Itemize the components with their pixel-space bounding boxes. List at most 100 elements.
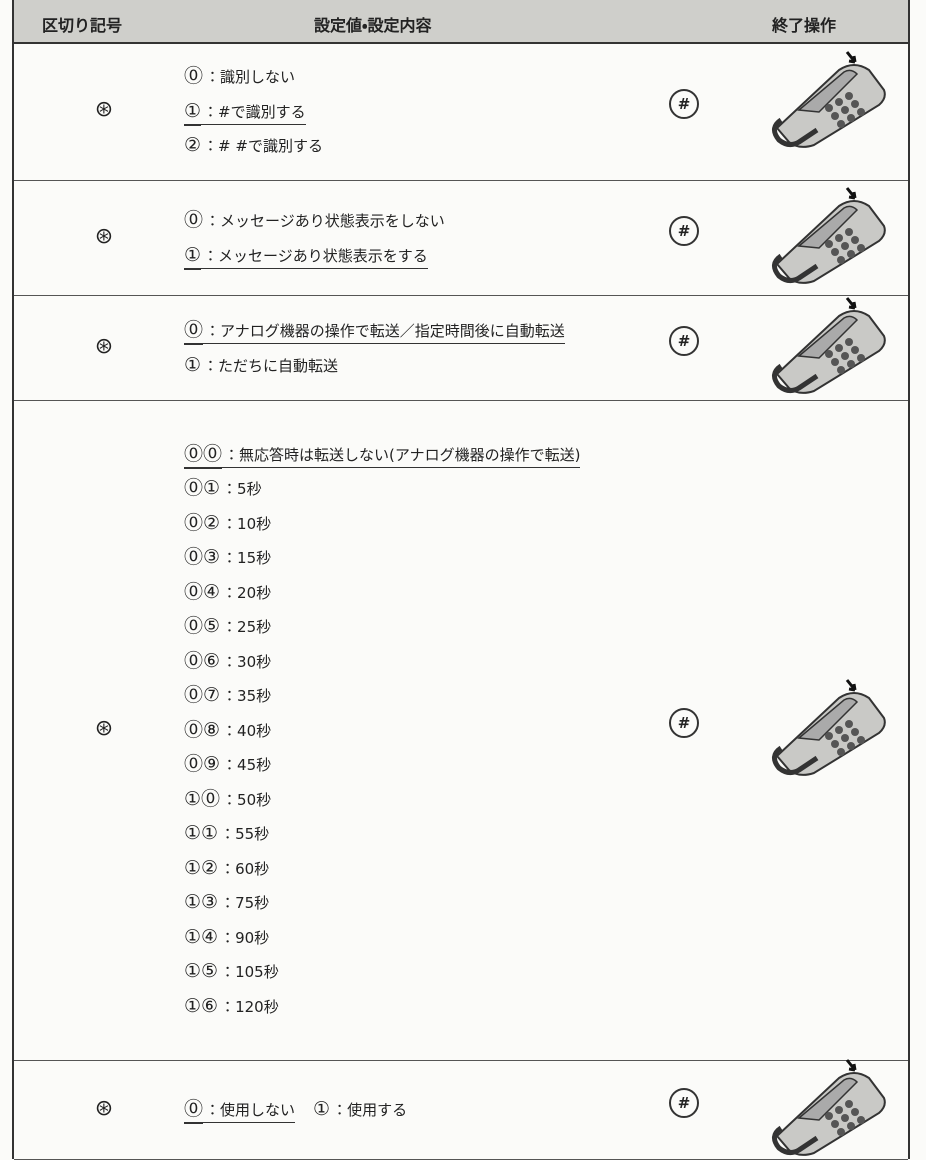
- setting-desc: ：5秒: [222, 480, 262, 499]
- header-separator: 区切り記号: [42, 16, 123, 35]
- setting-item: ⓪⑤ ：25秒: [184, 609, 580, 644]
- setting-item: ⓪⑧ ：40秒: [184, 713, 580, 748]
- setting-desc: ：15秒: [222, 549, 272, 568]
- setting-list: ⓪ ：使用しない ① ：使用する: [184, 1060, 407, 1159]
- phone-icon: [772, 1058, 886, 1156]
- setting-item: ⓪② ：10秒: [184, 506, 580, 541]
- setting-desc: ：メッセージあり状態表示をする: [203, 246, 428, 269]
- setting-key: ⓪⑦: [184, 684, 221, 707]
- setting-desc: ：20秒: [222, 583, 272, 602]
- table-row: ⊛ ⓪ ：識別しない ① ：#で識別する ② ：# #で識別する #: [14, 42, 908, 181]
- setting-text: ①⓪ ：50秒: [184, 788, 272, 810]
- setting-text: ⓪⑨ ：45秒: [184, 753, 272, 776]
- setting-key: ①③: [184, 891, 219, 914]
- setting-desc: ：90秒: [220, 928, 270, 947]
- setting-key: ⓪⑥: [184, 649, 221, 672]
- setting-list: ⓪⓪ ：無応答時は転送しない(アナログ機器の操作で転送) ⓪① ：5秒 ⓪② ：10秒 ⓪③…: [184, 400, 581, 1060]
- setting-text: ① ：ただちに自動転送: [184, 353, 339, 376]
- setting-key: ⓪: [184, 65, 204, 88]
- setting-item: ⓪ ：識別しない: [184, 59, 323, 94]
- setting-text: ① ：#で識別する: [184, 99, 306, 126]
- setting-item: ⓪ ：アナログ機器の操作で転送／指定時間後に自動転送: [184, 313, 565, 348]
- end-key: #: [669, 1087, 699, 1118]
- setting-desc: ：105秒: [220, 963, 279, 982]
- setting-text: ⓪⓪ ：無応答時は転送しない(アナログ機器の操作で転送): [184, 442, 581, 469]
- setting-key: ⓪⑨: [184, 753, 221, 776]
- setting-key: ⓪⑤: [184, 615, 221, 638]
- setting-desc: ：35秒: [222, 687, 272, 706]
- setting-key: ⓪: [184, 209, 204, 231]
- setting-key: ⓪②: [184, 511, 221, 534]
- setting-desc: ：# #で識別する: [203, 137, 323, 156]
- setting-text: ⓪⑦ ：35秒: [184, 684, 272, 707]
- setting-key: ⓪④: [184, 580, 221, 603]
- setting-item: ①⑥ ：120秒: [184, 989, 580, 1024]
- setting-desc: ：使用しない: [205, 1101, 296, 1124]
- setting-item: ⓪⑦ ：35秒: [184, 678, 580, 713]
- setting-text: ⓪① ：5秒: [184, 477, 262, 500]
- setting-item: ⓪④ ：20秒: [184, 575, 580, 610]
- setting-item: ⓪⓪ ：無応答時は転送しない(アナログ機器の操作で転送): [184, 437, 581, 472]
- setting-key: ①④: [184, 925, 219, 948]
- setting-desc: ：40秒: [222, 721, 272, 740]
- setting-text: ⓪⑧ ：40秒: [184, 718, 272, 741]
- table-row: ⊛ ⓪ ：使用しない ① ：使用する #: [14, 1058, 908, 1160]
- setting-desc: ：無応答時は転送しない(アナログ機器の操作で転送): [224, 445, 581, 468]
- setting-item: ① ：#で識別する: [184, 94, 323, 129]
- setting-text: ①① ：55秒: [184, 822, 270, 845]
- setting-desc: ：55秒: [220, 825, 270, 844]
- setting-item: ⓪① ：5秒: [184, 471, 580, 506]
- setting-text: ⓪ ：アナログ機器の操作で転送／指定時間後に自動転送: [184, 319, 565, 345]
- setting-item: ② ：# #で識別する: [184, 128, 323, 163]
- setting-text: ① ：使用する: [313, 1098, 408, 1120]
- setting-desc: ：使用する: [332, 1101, 408, 1120]
- setting-item: ⓪⑨ ：45秒: [184, 747, 580, 782]
- setting-desc: ：60秒: [220, 859, 270, 878]
- table-row: ⊛ ⓪ ：アナログ機器の操作で転送／指定時間後に自動転送 ① ：ただちに自動転送 #: [14, 295, 908, 401]
- setting-key: ①①: [184, 822, 219, 845]
- phone-icon: [772, 296, 886, 394]
- setting-text: ⓪ ：メッセージあり状態表示をしない: [184, 209, 445, 231]
- setting-desc: ：45秒: [222, 756, 272, 775]
- setting-key: ①②: [184, 856, 219, 879]
- separator-key: ⊛: [94, 333, 114, 359]
- setting-key: ①: [184, 353, 202, 376]
- setting-desc: ：25秒: [222, 618, 272, 637]
- setting-key: ⓪①: [184, 477, 221, 500]
- setting-item: ①② ：60秒: [184, 851, 580, 886]
- setting-desc: ：#で識別する: [203, 102, 306, 125]
- setting-text: ①⑥ ：120秒: [184, 995, 279, 1017]
- setting-item: ①⑤ ：105秒: [184, 954, 580, 989]
- setting-key: ①: [184, 99, 202, 126]
- end-key: #: [669, 325, 699, 356]
- setting-desc: ：50秒: [222, 790, 272, 809]
- setting-desc: ：ただちに自動転送: [203, 356, 339, 375]
- setting-item: ⓪⑥ ：30秒: [184, 644, 580, 679]
- setting-desc: ：識別しない: [205, 68, 296, 87]
- settings-table: 区切り記号 設定値・設定内容 終了操作 ⊛ ⓪ ：識別しない ① ：#で識別する ② ：# …: [12, 0, 910, 1160]
- setting-key: ⓪⓪: [184, 442, 223, 469]
- table-row: ⊛ ⓪⓪ ：無応答時は転送しない(アナログ機器の操作で転送) ⓪① ：5秒 ⓪② ：10秒 ⓪…: [14, 400, 908, 1061]
- setting-key: ⓪⑧: [184, 718, 221, 741]
- separator-key: ⊛: [94, 97, 114, 122]
- setting-text: ⓪ ：識別しない: [184, 65, 296, 88]
- setting-desc: ：30秒: [222, 652, 272, 671]
- setting-item: ①① ：55秒: [184, 816, 580, 851]
- setting-item: ①④ ：90秒: [184, 920, 580, 955]
- setting-text: ⓪⑥ ：30秒: [184, 649, 272, 672]
- table-row: ⊛ ⓪ ：メッセージあり状態表示をしない ① ：メッセージあり状態表示をする #: [14, 180, 908, 296]
- setting-text: ⓪ ：使用しない: [184, 1098, 296, 1125]
- setting-item: ①③ ：75秒: [184, 885, 580, 920]
- separator-key: ⊛: [94, 716, 114, 741]
- setting-key: ⓪③: [184, 546, 221, 569]
- setting-item: ①⓪ ：50秒: [184, 782, 580, 817]
- setting-text: ①⑤ ：105秒: [184, 960, 279, 982]
- setting-text: ⓪⑤ ：25秒: [184, 615, 272, 638]
- setting-text: ⓪③ ：15秒: [184, 546, 272, 569]
- setting-key: ⓪: [184, 1098, 204, 1125]
- setting-list: ⓪ ：アナログ機器の操作で転送／指定時間後に自動転送 ① ：ただちに自動転送: [184, 295, 565, 400]
- setting-desc: ：10秒: [222, 514, 272, 533]
- setting-item: ① ：ただちに自動転送: [184, 348, 565, 383]
- setting-text: ⓪④ ：20秒: [184, 580, 272, 603]
- separator-key: ⊛: [94, 1095, 114, 1121]
